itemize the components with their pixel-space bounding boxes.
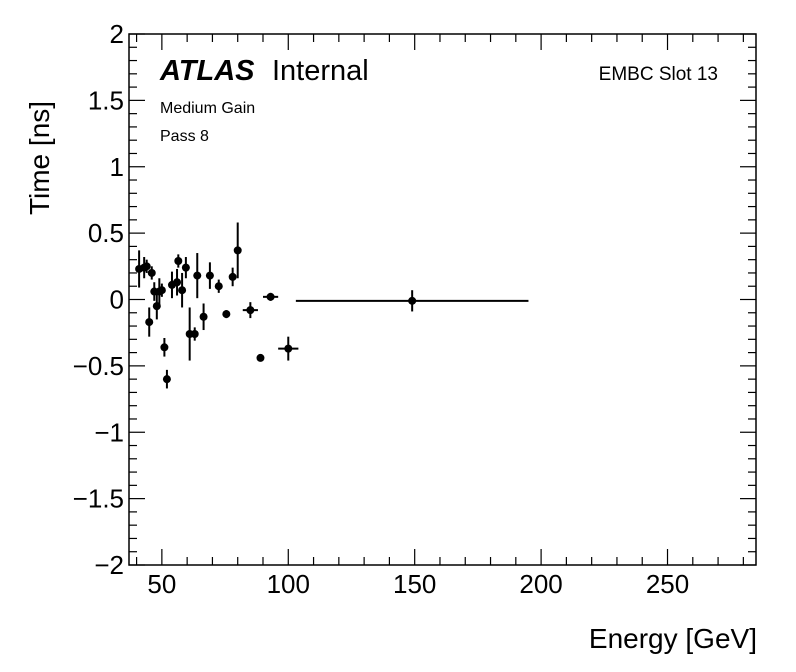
data-marker xyxy=(222,310,231,319)
data-point xyxy=(199,303,208,331)
data-marker xyxy=(193,271,202,280)
x-tick-label: 50 xyxy=(147,569,176,599)
data-marker xyxy=(145,318,154,327)
data-point xyxy=(242,302,258,319)
data-marker xyxy=(199,312,208,321)
data-marker xyxy=(173,278,182,287)
data-point xyxy=(157,283,166,297)
pass-label: Pass 8 xyxy=(160,128,209,145)
data-point xyxy=(173,268,182,296)
y-tick-label: −0.5 xyxy=(73,351,124,381)
y-tick-label: 1.5 xyxy=(88,85,124,115)
data-marker xyxy=(157,286,166,295)
data-marker xyxy=(160,343,169,352)
data-point xyxy=(222,310,231,319)
y-tick-label: 1 xyxy=(110,152,124,182)
data-point xyxy=(181,257,190,279)
y-tick-label: 0 xyxy=(110,285,124,315)
data-point xyxy=(262,292,279,301)
gain-label: Medium Gain xyxy=(160,100,255,117)
data-point xyxy=(178,272,187,308)
x-tick-label: 100 xyxy=(267,569,310,599)
data-marker xyxy=(178,286,187,295)
data-point xyxy=(233,222,242,279)
data-point xyxy=(162,369,171,389)
data-point xyxy=(142,259,151,273)
y-tick-label: −1.5 xyxy=(73,484,124,514)
atlas-label: ATLAS xyxy=(159,55,255,87)
y-axis-title: Time [ns] xyxy=(24,101,55,215)
data-point xyxy=(190,327,199,341)
data-marker xyxy=(266,292,275,301)
data-marker xyxy=(181,263,190,272)
data-point xyxy=(278,336,299,361)
slot-label: EMBC Slot 13 xyxy=(599,64,718,85)
data-series xyxy=(135,222,529,389)
axis-ticks xyxy=(129,33,756,566)
data-point xyxy=(295,290,529,312)
y-tick-label: −2 xyxy=(94,550,124,580)
data-point xyxy=(160,337,169,357)
data-marker xyxy=(284,344,293,353)
x-tick-label: 150 xyxy=(393,569,436,599)
data-marker xyxy=(256,353,265,362)
data-marker xyxy=(246,306,255,315)
data-point xyxy=(228,267,237,287)
data-point xyxy=(145,307,154,337)
tick-labels: 50 100 150 200 250 −2 −1.5 −1 −0.5 0 0.5 1 1.5 2 xyxy=(73,19,690,599)
data-point xyxy=(256,353,265,362)
data-point xyxy=(147,266,156,280)
data-point xyxy=(174,254,183,268)
data-marker xyxy=(214,282,223,291)
data-marker xyxy=(174,257,183,266)
x-tick-label: 250 xyxy=(646,569,689,599)
x-axis-title: Energy [GeV] xyxy=(589,623,757,654)
data-point xyxy=(193,253,202,299)
data-marker xyxy=(233,246,242,255)
data-point xyxy=(205,262,214,289)
data-point xyxy=(214,279,223,293)
x-tick-label: 200 xyxy=(519,569,562,599)
data-marker xyxy=(190,330,199,339)
data-marker xyxy=(205,271,214,280)
y-tick-label: 0.5 xyxy=(88,218,124,248)
y-tick-label: 2 xyxy=(110,19,124,49)
data-marker xyxy=(147,268,156,277)
plot-frame xyxy=(128,33,757,566)
y-tick-label: −1 xyxy=(94,417,124,447)
data-marker xyxy=(162,375,171,384)
data-marker xyxy=(228,272,237,281)
atlas-internal-label: Internal xyxy=(272,55,369,87)
data-marker xyxy=(142,262,151,271)
data-marker xyxy=(408,296,417,305)
